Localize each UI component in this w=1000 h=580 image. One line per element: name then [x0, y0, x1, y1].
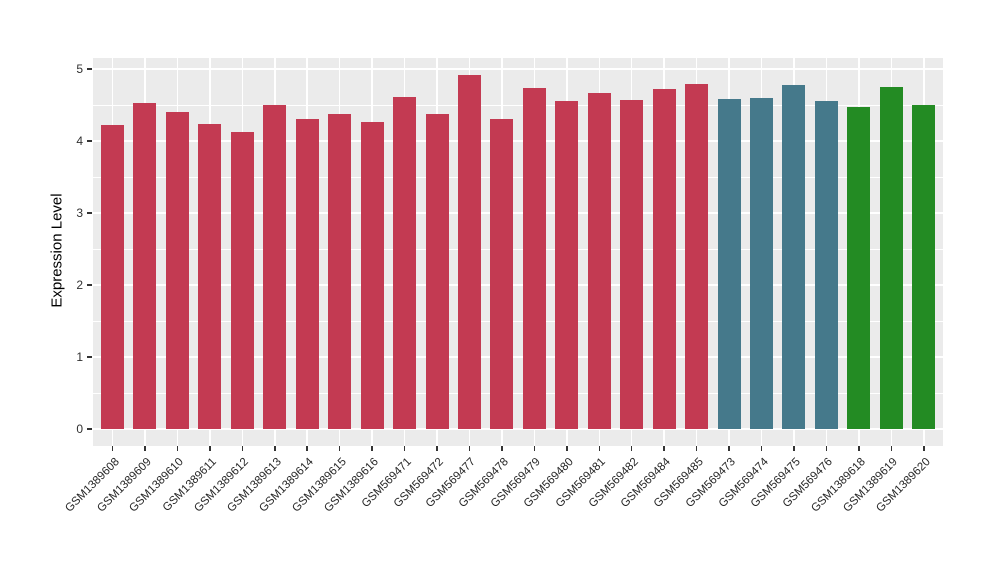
major-gridline [93, 356, 943, 358]
x-tick-mark [306, 446, 308, 451]
bar-GSM569482 [620, 99, 644, 429]
minor-gridline [93, 320, 943, 322]
bar-GSM569473 [717, 98, 741, 429]
x-tick-mark [176, 446, 179, 451]
y-tick-label: 3 [76, 206, 83, 220]
y-tick-label: 2 [76, 278, 83, 292]
x-tick-mark [923, 446, 925, 451]
minor-gridline [93, 248, 943, 250]
x-tick-mark [144, 446, 146, 451]
bar-GSM1389615 [328, 114, 352, 429]
y-tick-mark [87, 68, 92, 70]
x-tick-mark [566, 446, 568, 451]
bar-GSM1389614 [295, 118, 319, 429]
bar-GSM1389610 [165, 112, 189, 429]
bar-GSM569484 [652, 89, 676, 429]
bar-GSM569485 [685, 84, 709, 429]
y-tick-mark [87, 428, 92, 430]
x-tick-mark [695, 446, 698, 451]
bar-GSM569475 [782, 84, 806, 429]
y-tick-label: 0 [76, 422, 83, 436]
bar-GSM569481 [587, 92, 611, 429]
bar-GSM569471 [393, 97, 417, 429]
bar-GSM1389616 [360, 122, 384, 429]
minor-gridline [93, 176, 943, 178]
major-gridline [93, 428, 943, 430]
bar-GSM569472 [425, 114, 449, 429]
major-gridline [93, 140, 943, 142]
minor-gridline [93, 104, 943, 106]
bar-GSM569474 [750, 97, 773, 429]
y-tick-mark [87, 140, 92, 142]
plot-panel [93, 58, 943, 446]
major-gridline [93, 68, 943, 70]
major-gridline [93, 284, 943, 286]
x-tick-mark [209, 446, 211, 451]
x-tick-mark [630, 446, 633, 451]
bar-GSM569480 [555, 101, 579, 429]
x-tick-mark [241, 446, 244, 451]
minor-gridline [93, 392, 943, 394]
bar-GSM569477 [457, 74, 481, 429]
bar-GSM1389619 [879, 87, 903, 429]
x-tick-mark [501, 446, 503, 451]
x-tick-mark [468, 446, 471, 451]
bar-GSM1389608 [101, 125, 124, 429]
bar-GSM1389613 [263, 105, 287, 429]
bar-GSM569476 [814, 100, 838, 429]
y-tick-mark [87, 212, 92, 214]
x-tick-mark [533, 446, 536, 451]
x-tick-mark [890, 446, 893, 451]
y-tick-label: 5 [76, 62, 83, 76]
x-tick-mark [436, 446, 438, 451]
y-tick-mark [87, 284, 92, 286]
y-axis-title: Expression Level [48, 193, 66, 308]
x-tick-mark [338, 446, 341, 451]
x-tick-mark [663, 446, 665, 451]
bar-GSM569478 [490, 118, 514, 429]
x-tick-mark [728, 446, 730, 451]
x-tick-mark [858, 446, 860, 451]
bar-GSM1389620 [912, 105, 936, 429]
bar-GSM1389618 [847, 107, 871, 429]
x-tick-mark [403, 446, 406, 451]
x-tick-mark [598, 446, 600, 451]
x-tick-mark [793, 446, 795, 451]
bar-GSM1389611 [198, 123, 222, 429]
x-tick-mark [760, 446, 763, 451]
major-gridline [93, 212, 943, 214]
bar-GSM1389609 [133, 102, 157, 429]
bar-GSM569479 [522, 88, 546, 429]
x-tick-mark [274, 446, 276, 451]
x-tick-mark [111, 446, 114, 451]
y-tick-label: 1 [76, 350, 83, 364]
x-tick-mark [371, 446, 373, 451]
x-tick-mark [825, 446, 828, 451]
y-tick-label: 4 [76, 134, 83, 148]
bar-GSM1389612 [230, 131, 254, 429]
y-tick-mark [87, 356, 92, 358]
